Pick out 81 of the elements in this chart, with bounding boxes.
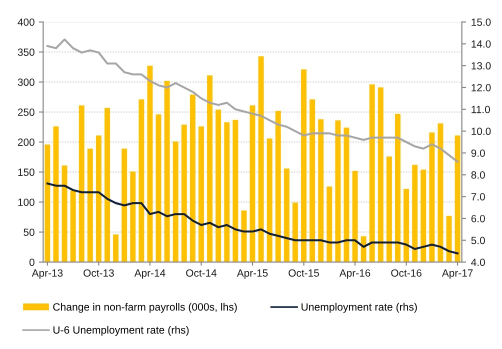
bar: [318, 119, 324, 262]
y-tick-label: 350: [18, 48, 34, 56]
bar: [130, 171, 136, 262]
bar: [292, 202, 298, 262]
line-series: [46, 182, 459, 254]
y2-tick-label: 11.0: [472, 106, 490, 114]
bar: [446, 216, 452, 262]
bar: [326, 186, 332, 262]
y-tick-label: 150: [18, 168, 34, 176]
bar: [335, 120, 341, 262]
y-tick-label: 200: [18, 138, 34, 146]
y2-tick-label: 7.0: [471, 193, 485, 200]
bar: [53, 126, 59, 262]
y-tick-label: 400: [18, 18, 34, 26]
x-tick-label: Apr-15: [236, 269, 268, 279]
bar: [78, 105, 84, 262]
bar: [369, 84, 375, 262]
bar: [190, 94, 196, 262]
bar: [301, 69, 307, 262]
bar: [181, 124, 187, 262]
bar: [138, 99, 144, 262]
legend-label: U-6 Unemployment rate (rhs): [53, 326, 189, 336]
y2-tick-label: 8.0: [471, 171, 485, 179]
bar: [275, 110, 281, 262]
bar: [386, 156, 392, 262]
y2-tick-label: 4.0: [471, 258, 485, 266]
y2-tick-label: 12.0: [472, 84, 491, 92]
bar: [44, 144, 50, 262]
bar: [284, 168, 290, 262]
bar: [207, 75, 213, 262]
y2-tick-label: 15.0: [472, 18, 491, 26]
bar: [70, 190, 76, 262]
bar: [241, 210, 247, 262]
y2-tick-label: 13.0: [472, 62, 491, 70]
bar: [156, 114, 162, 262]
bar: [87, 148, 93, 262]
x-tick-label: Apr-13: [32, 269, 63, 279]
y2-tick-label: 6.0: [471, 214, 485, 222]
bar: [147, 66, 153, 262]
bar: [164, 80, 170, 262]
y-tick-label: 0: [29, 258, 34, 266]
bar: [404, 188, 410, 262]
bar: [395, 114, 400, 262]
x-tick-label: Oct-15: [288, 269, 319, 277]
bar: [429, 132, 435, 262]
bar: [310, 99, 316, 262]
y-tick-label: 50: [24, 228, 34, 236]
y-tick-label: 100: [18, 198, 34, 206]
bar: [216, 110, 222, 262]
bar: [412, 164, 418, 262]
bar: [113, 234, 119, 262]
legend-label: Unemployment rate (rhs): [302, 302, 417, 313]
bar: [122, 148, 128, 262]
y2-tick-label: 9.0: [471, 149, 485, 157]
bar: [454, 135, 460, 262]
x-tick-label: Apr-16: [339, 269, 370, 279]
line-series: [46, 38, 459, 163]
bar: [62, 165, 68, 262]
y2-tick-label: 10.0: [472, 128, 491, 136]
legend-label: Change in non-farm payrolls (000s, lhs): [53, 302, 237, 313]
y-tick-label: 250: [18, 108, 34, 116]
x-tick-label: Oct-13: [84, 269, 114, 277]
bar: [104, 108, 110, 262]
bar: [172, 141, 178, 262]
y2-tick-label: 14.0: [472, 40, 491, 48]
bar: [266, 138, 272, 262]
bar: [96, 135, 102, 262]
bar: [258, 56, 264, 262]
y2-tick-label: 5.0: [471, 236, 485, 244]
x-tick-label: Apr-14: [134, 269, 166, 279]
bar: [232, 120, 238, 262]
y-tick-label: 300: [18, 78, 34, 86]
bar: [224, 122, 230, 262]
x-tick-label: Apr-17: [442, 269, 473, 279]
bar: [420, 170, 426, 262]
bar: [198, 126, 204, 262]
bar: [438, 123, 444, 262]
bar: [352, 170, 358, 262]
x-tick-label: Oct-16: [391, 269, 422, 277]
bar: [378, 87, 384, 262]
x-tick-label: Oct-14: [186, 269, 217, 277]
